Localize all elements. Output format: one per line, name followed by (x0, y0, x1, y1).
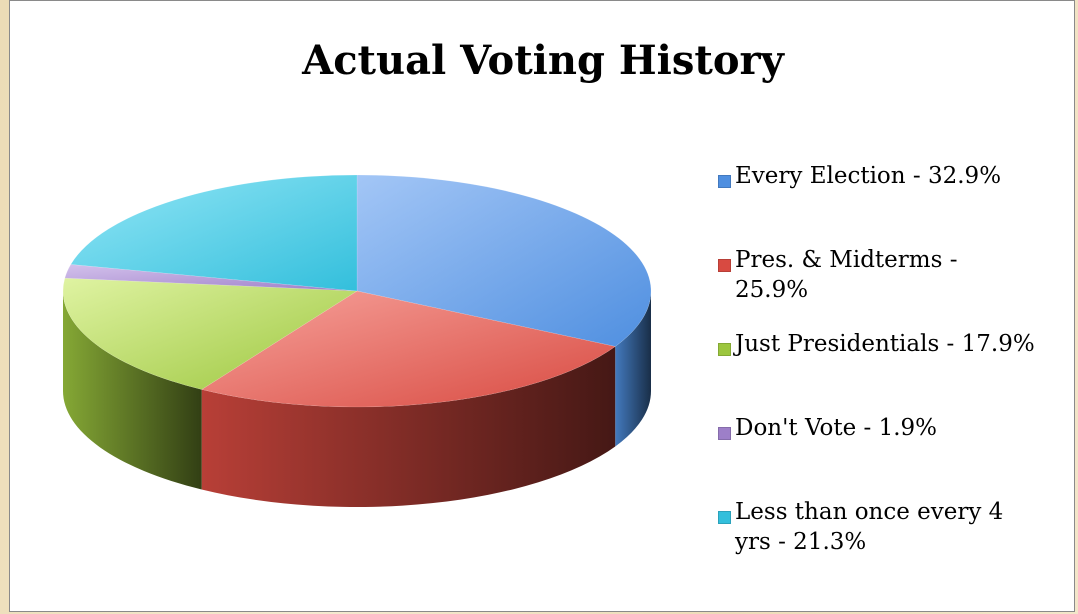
pie-slice (62, 277, 358, 390)
legend: Every Election - 32.9% Pres. & Midterms … (718, 161, 1058, 581)
pie-chart (62, 174, 652, 507)
legend-label: Pres. & Midterms - 25.9% (735, 247, 958, 303)
pie-slice-side (63, 291, 202, 490)
legend-swatch (718, 343, 731, 356)
pie-slice (356, 174, 652, 347)
legend-item: Every Election - 32.9% (718, 161, 1058, 245)
legend-label: Just Presidentials - 17.9% (735, 331, 1035, 357)
pie-tops (62, 174, 652, 408)
pie-slice (64, 264, 358, 292)
pie-sides (63, 291, 651, 507)
legend-label: Every Election - 32.9% (735, 163, 1002, 189)
legend-label: Less than once every 4 yrs - 21.3% (735, 499, 1004, 555)
legend-item: Don't Vote - 1.9% (718, 413, 1058, 497)
legend-item: Just Presidentials - 17.9% (718, 329, 1058, 413)
legend-swatch (718, 175, 731, 188)
pie-slice (70, 174, 358, 292)
legend-item: Less than once every 4 yrs - 21.3% (718, 497, 1058, 581)
legend-swatch (718, 427, 731, 440)
pie-slice (201, 290, 616, 408)
pie-slice-side (615, 291, 651, 447)
legend-swatch (718, 259, 731, 272)
legend-item: Pres. & Midterms - 25.9% (718, 245, 1058, 329)
chart-title: Actual Voting History (302, 37, 784, 84)
pie-slice-side (201, 346, 616, 507)
chart-frame: Actual Voting History Every Election - 3… (9, 0, 1075, 612)
legend-swatch (718, 511, 731, 524)
legend-label: Don't Vote - 1.9% (735, 415, 938, 441)
